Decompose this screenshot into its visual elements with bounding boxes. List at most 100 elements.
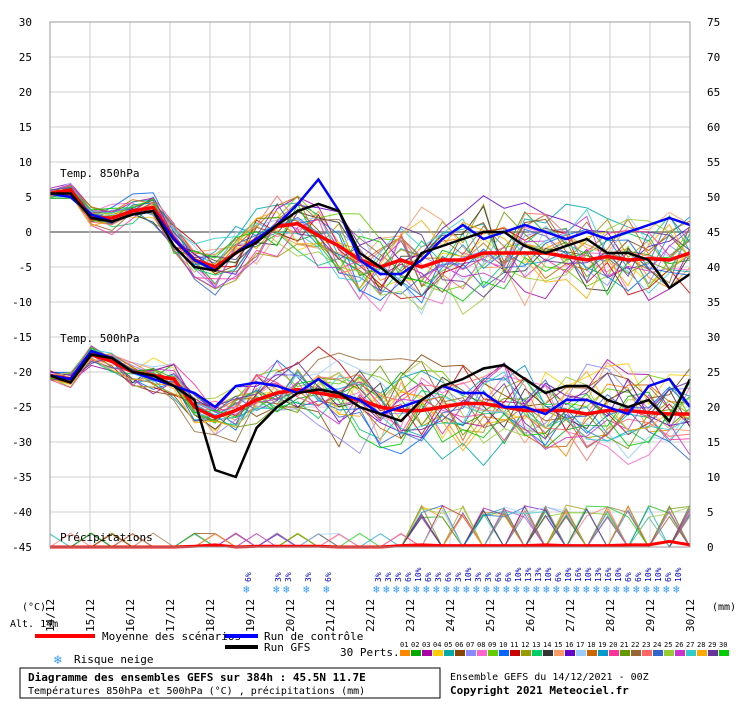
perturbation-id: 24 bbox=[653, 641, 661, 649]
perturbation-swatch bbox=[477, 650, 487, 656]
date-tick-label: 19/12 bbox=[244, 599, 257, 632]
right-tick-label: 20 bbox=[707, 401, 720, 414]
snowflake-icon: ❄ bbox=[643, 583, 650, 596]
left-tick-label: -20 bbox=[12, 366, 32, 379]
right-tick-label: 15 bbox=[707, 436, 720, 449]
snowflake-icon: ❄ bbox=[583, 583, 590, 596]
right-tick-label: 5 bbox=[707, 506, 714, 519]
snowflake-icon: ❄ bbox=[543, 583, 550, 596]
snow-percent-label: 3% bbox=[394, 572, 403, 582]
perturbation-swatch bbox=[697, 650, 707, 656]
snowflake-icon: ❄ bbox=[403, 583, 410, 596]
right-tick-label: 55 bbox=[707, 156, 720, 169]
left-tick-label: 5 bbox=[25, 191, 32, 204]
perturbation-swatch bbox=[708, 650, 718, 656]
snow-percent-label: 3% bbox=[304, 572, 313, 582]
snowflake-icon: ❄ bbox=[563, 583, 570, 596]
snowflake-icon: ❄ bbox=[383, 583, 390, 596]
snow-percent-label: 3% bbox=[274, 572, 283, 582]
snowflake-icon: ❄ bbox=[53, 653, 62, 668]
member-line-t850 bbox=[49, 187, 691, 307]
left-tick-label: -5 bbox=[19, 261, 32, 274]
perturbation-id: 29 bbox=[708, 641, 716, 649]
right-tick-label: 65 bbox=[707, 86, 720, 99]
perturbation-swatch bbox=[686, 650, 696, 656]
perturbation-id: 25 bbox=[664, 641, 672, 649]
perturbation-id: 04 bbox=[433, 641, 441, 649]
left-tick-label: -10 bbox=[12, 296, 32, 309]
right-tick-label: 10 bbox=[707, 471, 720, 484]
chart-grid bbox=[49, 21, 691, 548]
snow-percent-label: 3% bbox=[434, 572, 443, 582]
date-tick-label: 16/12 bbox=[124, 599, 137, 632]
snowflake-icon: ❄ bbox=[493, 583, 500, 596]
right-tick-label: 50 bbox=[707, 191, 720, 204]
perturbation-swatch bbox=[620, 650, 630, 656]
perturbation-swatch bbox=[422, 650, 432, 656]
perturbation-id: 18 bbox=[587, 641, 595, 649]
snowflake-icon: ❄ bbox=[303, 583, 310, 596]
perturbation-id: 12 bbox=[521, 641, 529, 649]
info-box bbox=[19, 667, 441, 699]
snow-percent-label: 16% bbox=[574, 567, 583, 582]
snowflake-icon: ❄ bbox=[393, 583, 400, 596]
member-line-t500 bbox=[49, 354, 691, 440]
unit-right-label: (mm) bbox=[712, 602, 736, 613]
snow-percent-label: 10% bbox=[464, 567, 473, 582]
series-gfs-t500 bbox=[49, 353, 692, 479]
snow-percent-label: 10% bbox=[614, 567, 623, 582]
right-tick-label: 70 bbox=[707, 51, 720, 64]
snow-percent-label: 10% bbox=[644, 567, 653, 582]
snowflake-icon: ❄ bbox=[633, 583, 640, 596]
snowflake-icon: ❄ bbox=[463, 583, 470, 596]
perturbation-id: 30 bbox=[719, 641, 727, 649]
perturbation-swatch bbox=[609, 650, 619, 656]
snow-risk-label: Risque neige bbox=[74, 653, 153, 666]
left-tick-label: 30 bbox=[19, 16, 32, 29]
perturbation-swatch bbox=[642, 650, 652, 656]
member-line-t500 bbox=[49, 347, 691, 449]
date-tick-label: 27/12 bbox=[564, 599, 577, 632]
snowflake-icon: ❄ bbox=[573, 583, 580, 596]
plot-frame bbox=[49, 21, 691, 548]
perturbation-id: 11 bbox=[510, 641, 518, 649]
perturbation-id: 05 bbox=[444, 641, 452, 649]
member-line-t500 bbox=[49, 355, 691, 440]
left-tick-label: 0 bbox=[25, 226, 32, 239]
snow-percent-label: 6% bbox=[324, 572, 333, 582]
snowflake-icon: ❄ bbox=[443, 583, 450, 596]
right-tick-label: 45 bbox=[707, 226, 720, 239]
perturbation-swatch bbox=[499, 650, 509, 656]
snow-percent-label: 13% bbox=[594, 567, 603, 582]
perturbation-id: 13 bbox=[532, 641, 540, 649]
right-tick-label: 35 bbox=[707, 296, 720, 309]
perturbation-swatch bbox=[444, 650, 454, 656]
perturbation-id: 07 bbox=[466, 641, 474, 649]
perturbation-swatch bbox=[510, 650, 520, 656]
perturbation-swatch bbox=[598, 650, 608, 656]
perturbation-legend: 01 02 03 04 05 06 07 08 09 10 11 12 13 14 15 16 17 18 19 20… bbox=[400, 641, 729, 656]
perturbation-swatch bbox=[554, 650, 564, 656]
perturbation-swatch bbox=[488, 650, 498, 656]
legend-control-label: Run de contrôle bbox=[264, 630, 363, 643]
perturbation-swatch bbox=[466, 650, 476, 656]
snow-percent-label: 10% bbox=[654, 567, 663, 582]
altitude-label: Alt. 14m bbox=[10, 619, 58, 630]
perturbation-swatch bbox=[532, 650, 542, 656]
snow-percent-label: 3% bbox=[374, 572, 383, 582]
snow-percent-label: 16% bbox=[604, 567, 613, 582]
left-tick-label: -25 bbox=[12, 401, 32, 414]
snow-percent-label: 13% bbox=[524, 567, 533, 582]
snowflake-icon: ❄ bbox=[283, 583, 290, 596]
left-tick-label: -30 bbox=[12, 436, 32, 449]
perturbation-id: 19 bbox=[598, 641, 606, 649]
member-line-t850 bbox=[49, 188, 691, 302]
snow-percent-label: 6% bbox=[504, 572, 513, 582]
snowflake-icon: ❄ bbox=[593, 583, 600, 596]
snowflake-icon: ❄ bbox=[653, 583, 660, 596]
snow-percent-label: 10% bbox=[544, 567, 553, 582]
perturbation-id: 02 bbox=[411, 641, 419, 649]
member-line-t850 bbox=[49, 186, 691, 304]
panel-label-t850: Temp. 850hPa bbox=[60, 167, 139, 180]
